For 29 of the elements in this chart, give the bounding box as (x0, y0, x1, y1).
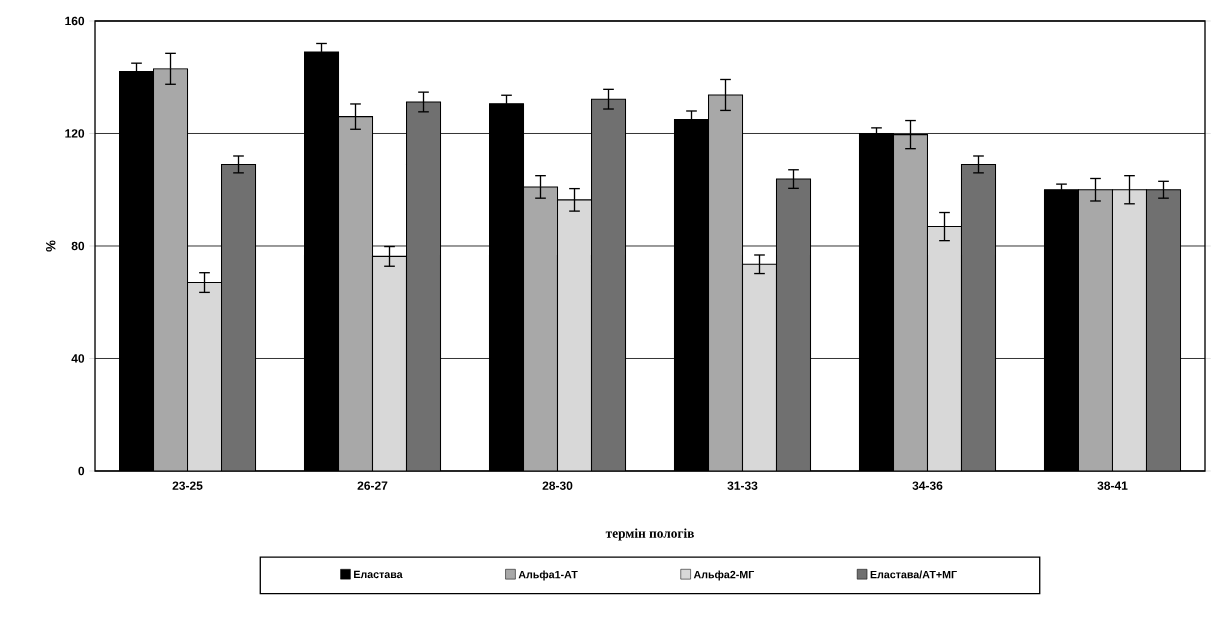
bar (775, 178, 812, 471)
y-tick-label: 40 (71, 354, 85, 363)
legend-label: Еластава/АТ+МГ (870, 570, 957, 579)
y-axis-title: % (46, 240, 56, 252)
x-tick-label: 38-41 (1097, 481, 1128, 490)
y-tick-label: 160 (65, 16, 85, 26)
bar (556, 199, 593, 471)
y-tick-label: 0 (78, 466, 85, 476)
legend-label: Альфа1-АТ (518, 570, 578, 581)
bar (220, 163, 257, 471)
y-tick-label: 120 (65, 129, 85, 138)
bar (1145, 189, 1182, 471)
bar (405, 101, 442, 471)
x-tick-label: 26-27 (357, 481, 388, 490)
legend-label: Альфа2-МГ (693, 570, 755, 581)
x-tick-label: 23-25 (172, 481, 203, 490)
bar (371, 255, 408, 471)
y-tick-label: 80 (71, 241, 85, 251)
bar (1111, 189, 1148, 471)
bar (926, 226, 963, 471)
x-tick-label: 28-30 (542, 481, 573, 490)
legend-label: Еластава (354, 570, 403, 579)
bar (960, 163, 997, 471)
x-tick-label: 34-36 (912, 481, 943, 490)
bar (590, 98, 627, 471)
bar (741, 263, 778, 471)
x-axis-title: термін пологів (605, 528, 694, 541)
bar (186, 282, 223, 471)
x-tick-label: 31-33 (727, 481, 758, 490)
